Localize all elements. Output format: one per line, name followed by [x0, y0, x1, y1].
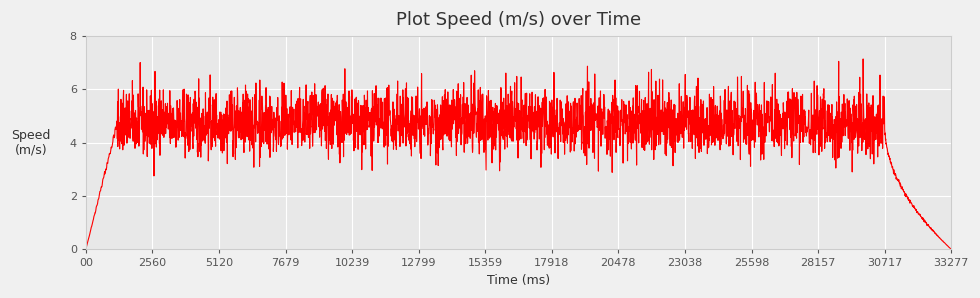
Title: Plot Speed (m/s) over Time: Plot Speed (m/s) over Time — [396, 11, 641, 29]
X-axis label: Time (ms): Time (ms) — [487, 274, 550, 287]
Y-axis label: Speed
(m/s): Speed (m/s) — [11, 129, 51, 157]
